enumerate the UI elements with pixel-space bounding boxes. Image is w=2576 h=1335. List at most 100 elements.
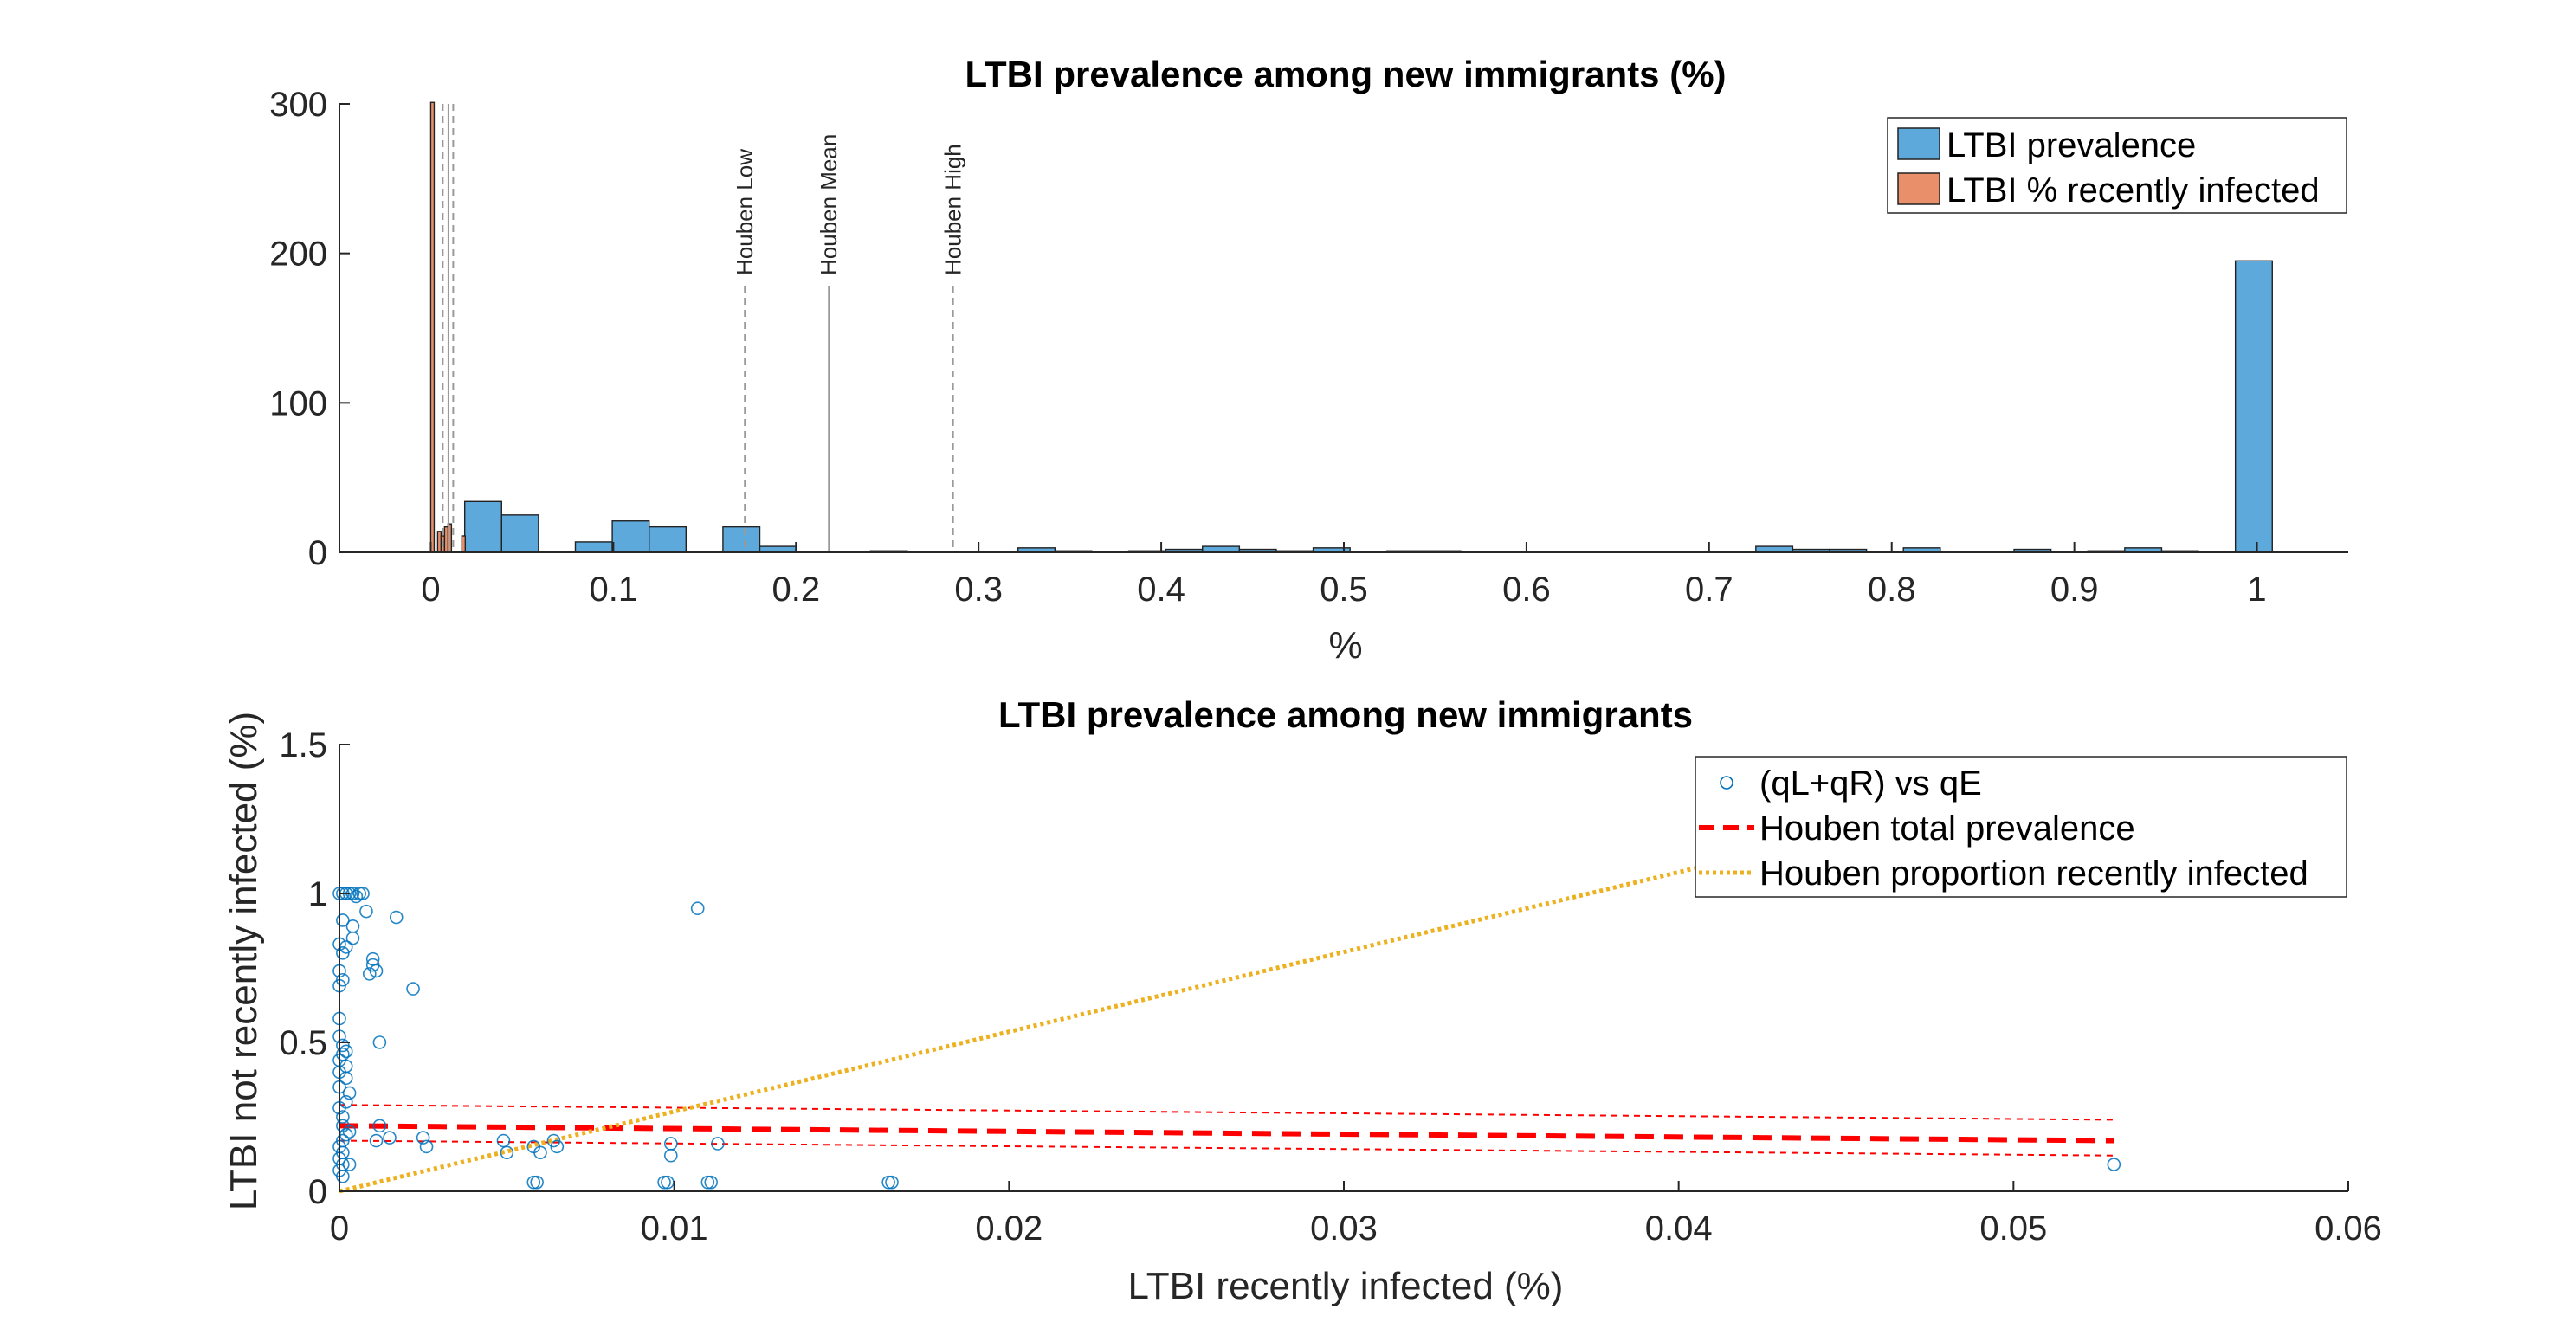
scatter-point [700, 1175, 715, 1190]
histogram-legend-swatch-prevalence [1897, 127, 1940, 160]
histogram-reference-lines: Houben Low Houben Mean Houben High [442, 104, 966, 552]
histogram-reference-label: Houben Mean [816, 134, 842, 275]
scatter-x-tick-label: 0.05 [1979, 1209, 2047, 1248]
scatter-ylabel: LTBI not recently infected (%) [223, 712, 265, 1210]
histogram-bar-prevalence [649, 526, 688, 553]
histogram-bar-prevalence [722, 526, 761, 553]
histogram-title: LTBI prevalence among new immigrants (%) [965, 54, 1726, 94]
scatter-lines [339, 831, 2114, 1194]
histogram-bar-recent [429, 101, 436, 553]
histogram-y-tick-label: 300 [269, 86, 327, 124]
scatter-point [342, 1086, 357, 1100]
scatter-point [2107, 1158, 2121, 1171]
scatter-point [352, 887, 367, 900]
histogram-x-tick-label: 0.1 [590, 571, 638, 609]
scatter-point [657, 1175, 671, 1190]
scatter-y-tick-label: 0.5 [279, 1024, 327, 1062]
histogram-x-tick-label: 0.5 [1320, 571, 1368, 609]
scatter-point [416, 1131, 430, 1145]
scatter-point [711, 1137, 725, 1151]
scatter-x-tick-label: 0.04 [1645, 1209, 1713, 1248]
scatter-point [704, 1175, 719, 1190]
histogram-panel: LTBI prevalence among new immigrants (%)… [269, 54, 2348, 667]
scatter-point [349, 889, 364, 904]
scatter-x-tick-label: 0.03 [1310, 1209, 1378, 1248]
scatter-x-tick-label: 0.01 [641, 1209, 708, 1248]
histogram-reference-label: Houben High [940, 144, 966, 275]
scatter-point [690, 901, 705, 915]
histogram-bar-prevalence [2234, 260, 2273, 553]
scatter-point [359, 904, 373, 919]
scatter-point [526, 1175, 541, 1190]
scatter-point [550, 1139, 565, 1154]
scatter-xlabel: LTBI recently infected (%) [1128, 1265, 1564, 1307]
histogram-reference-label: Houben Low [732, 149, 758, 275]
scatter-point [372, 1035, 387, 1049]
histogram-y-tick-label: 200 [269, 235, 327, 274]
scatter-line [339, 831, 1840, 1194]
histogram-x-tick-label: 0.3 [954, 571, 1003, 609]
scatter-point [526, 1139, 541, 1154]
histogram-bars-prevalence [463, 260, 2273, 553]
histogram-x-tick-label: 0.8 [1868, 571, 1916, 609]
histogram-legend: LTBI prevalence LTBI % recently infected [1887, 117, 2347, 214]
histogram-bar-recent [461, 535, 467, 553]
histogram-x-tick-label: 0.6 [1502, 571, 1551, 609]
histogram-bar-prevalence [611, 520, 650, 553]
scatter-point [336, 1110, 350, 1124]
scatter-point [342, 1125, 357, 1138]
histogram-axes: 0 0.1 0.2 0.3 0.4 0.5 0.6 0.7 0.8 0.9 1 0 100 200 300 [269, 86, 2348, 609]
scatter-point [885, 1175, 899, 1190]
scatter-line [339, 1123, 2114, 1144]
histogram-y-tick-label: 100 [269, 384, 327, 422]
scatter-point [663, 1148, 678, 1163]
histogram-legend-label-recent: LTBI % recently infected [1947, 171, 2320, 210]
scatter-point [419, 1139, 434, 1154]
scatter-point [372, 1119, 387, 1133]
scatter-y-tick-label: 1.5 [279, 726, 327, 764]
scatter-point [500, 1145, 514, 1160]
scatter-point [383, 1131, 397, 1145]
scatter-point [342, 1158, 357, 1171]
histogram-bar-prevalence [500, 514, 539, 553]
scatter-line [339, 1104, 2114, 1121]
histogram-xlabel: % [1328, 624, 1362, 667]
scatter-point [530, 1175, 544, 1190]
histogram-x-tick-label: 0 [421, 571, 440, 609]
histogram-bar-prevalence [574, 541, 613, 553]
histogram-y-tick-label: 0 [308, 534, 327, 572]
scatter-x-tick-label: 0.06 [2315, 1209, 2382, 1248]
histogram-legend-swatch-recent [1897, 172, 1940, 205]
histogram-legend-box [1887, 117, 2347, 214]
scatter-legend-label-recent: Houben proportion recently infected [1759, 855, 2308, 893]
scatter-point [389, 910, 404, 925]
scatter-line [339, 1139, 2114, 1157]
scatter-point [406, 982, 420, 996]
histogram-bar-prevalence [759, 545, 797, 553]
histogram-x-tick-label: 0.2 [772, 571, 820, 609]
histogram-x-tick-label: 0.7 [1685, 571, 1733, 609]
scatter-point [881, 1175, 895, 1190]
scatter-y-tick-label: 1 [308, 875, 327, 913]
scatter-legend: (qL+qR) vs qE Houben total prevalence Ho… [1695, 756, 2347, 898]
scatter-point [369, 964, 384, 978]
scatter-point [369, 1133, 384, 1148]
scatter-title: LTBI prevalence among new immigrants [998, 694, 1693, 735]
scatter-legend-box [1695, 756, 2347, 898]
scatter-point [362, 967, 377, 981]
histogram-bar-prevalence [1755, 545, 1794, 553]
scatter-point [336, 913, 350, 927]
histogram-legend-label-prevalence: LTBI prevalence [1947, 126, 2196, 164]
histogram-bar-prevalence [1202, 545, 1241, 553]
scatter-legend-marker-points [1720, 776, 1733, 790]
scatter-axes: 0 0.01 0.02 0.03 0.04 0.05 0.06 0 0.5 1 1.5 [279, 726, 2382, 1248]
scatter-legend-label-points: (qL+qR) vs qE [1759, 764, 1982, 803]
histogram-bar-prevalence [463, 500, 502, 553]
histogram-x-tick-label: 1 [2247, 571, 2266, 609]
scatter-panel: LTBI prevalence among new immigrants 0 0.… [223, 694, 2382, 1307]
histogram-x-tick-label: 0.9 [2050, 571, 2099, 609]
scatter-y-tick-label: 0 [308, 1173, 327, 1211]
scatter-x-tick-label: 0.02 [975, 1209, 1043, 1248]
scatter-point [356, 887, 370, 900]
